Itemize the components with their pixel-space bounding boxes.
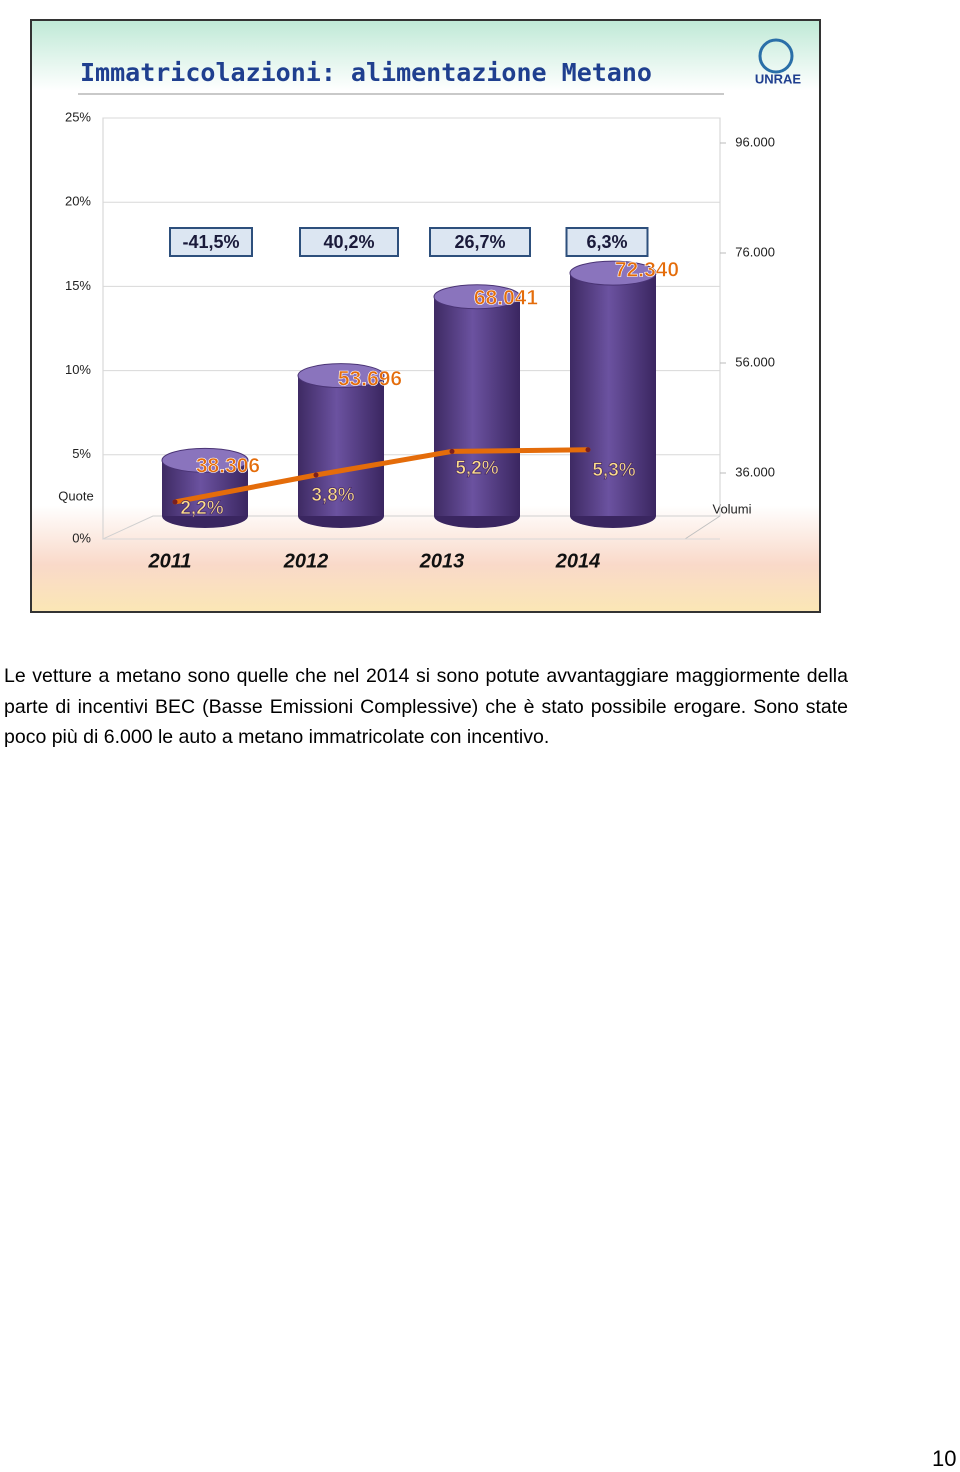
y2-axis-label: Volumi — [712, 501, 751, 516]
share-point — [313, 472, 319, 478]
chart-frame — [30, 19, 821, 613]
share-label: 5,2% — [455, 458, 498, 479]
y2-tick-label: 76.000 — [735, 244, 775, 259]
page: Immatricolazioni: alimentazione Metano U… — [0, 16, 960, 1471]
growth-box — [565, 227, 649, 257]
y2-tick-label: 36.000 — [735, 464, 775, 479]
y-tick-label: 15% — [65, 278, 91, 293]
y-tick-label: 20% — [65, 194, 91, 209]
bar-top — [297, 363, 385, 389]
bar-value-label: 53.696 — [338, 368, 402, 391]
paragraph: Le vetture a metano sono quelle che nel … — [4, 665, 848, 748]
logo: UNRAE — [755, 71, 802, 86]
chart: Immatricolazioni: alimentazione Metano U… — [30, 19, 821, 613]
share-point — [172, 499, 178, 505]
logo-icon — [758, 38, 794, 74]
floor-line — [684, 515, 721, 540]
y-tick-label: 0% — [72, 530, 91, 545]
growth-label: 6,3% — [586, 232, 627, 252]
growth-label: 40,2% — [323, 232, 374, 252]
bar — [570, 273, 656, 516]
chart-title: Immatricolazioni: alimentazione Metano — [80, 58, 652, 87]
x-tick-label: 2014 — [555, 550, 601, 572]
y-tick-label: 25% — [65, 109, 91, 124]
bar-value-label: 72.340 — [615, 259, 679, 282]
x-tick-label: 2012 — [283, 550, 329, 572]
bar-value-label: 68.041 — [474, 287, 539, 310]
share-line — [172, 447, 591, 505]
share-label: 2,2% — [180, 498, 223, 519]
bar — [434, 296, 520, 516]
bar — [298, 375, 384, 516]
growth-label: 26,7% — [454, 232, 505, 252]
bar-top — [569, 260, 657, 286]
y2-tick-label: 56.000 — [735, 354, 775, 369]
bar-top — [161, 447, 249, 473]
growth-box — [429, 227, 531, 257]
share-point — [585, 447, 591, 453]
y-tick-label: 5% — [72, 446, 91, 461]
bar-value-label: 38.306 — [196, 455, 260, 478]
x-tick-label: 2013 — [419, 550, 465, 572]
share-point — [449, 448, 455, 454]
y-tick-label: 10% — [65, 362, 91, 377]
growth-box — [299, 227, 399, 257]
page-number: 10 — [932, 1446, 957, 1471]
x-tick-label: 2011 — [147, 550, 191, 572]
share-label: 3,8% — [311, 485, 354, 506]
y-axis-label: Quote — [58, 488, 93, 503]
share-label: 5,3% — [592, 460, 635, 481]
bar-top — [433, 284, 521, 310]
growth-box — [169, 227, 253, 257]
y2-tick-label: 96.000 — [735, 134, 775, 149]
growth-label: -41,5% — [182, 232, 239, 252]
